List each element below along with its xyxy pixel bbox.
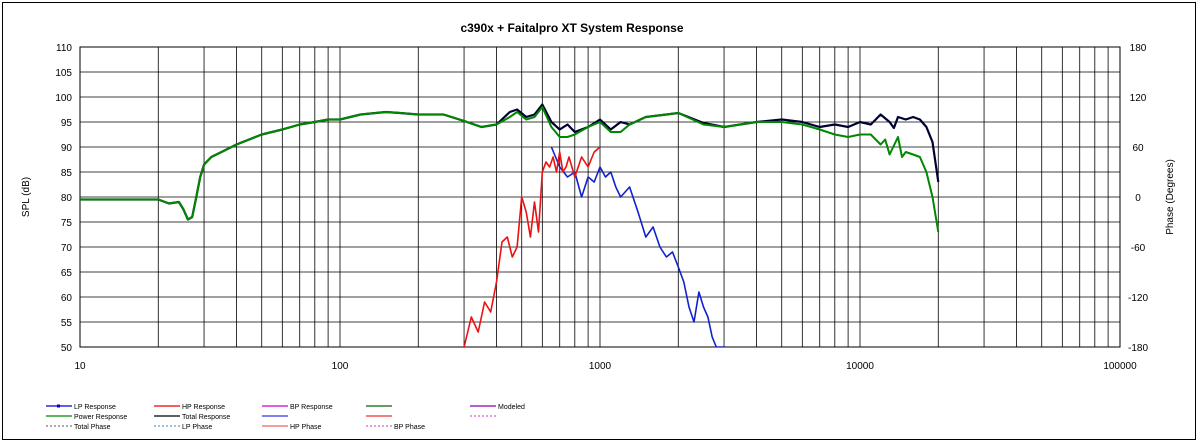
legend-label: Total Response <box>182 414 230 421</box>
y2-axis-label: Phase (Degrees) <box>1165 159 1176 235</box>
legend-label: LP Phase <box>182 424 212 431</box>
y2-tick-label: -60 <box>1131 243 1146 254</box>
legend-label: LP Response <box>74 404 116 411</box>
y2-tick-label: 120 <box>1130 93 1147 104</box>
y-tick-label: 90 <box>61 143 73 154</box>
legend-label: BP Response <box>290 404 333 411</box>
legend-label: HP Response <box>182 404 225 411</box>
legend-label: HP Phase <box>290 424 321 431</box>
y-tick-label: 70 <box>61 243 73 254</box>
x-tick-label: 10000 <box>846 361 874 372</box>
y-tick-label: 50 <box>61 343 73 354</box>
y2-tick-label: 180 <box>1130 43 1147 54</box>
y-tick-label: 100 <box>55 93 72 104</box>
x-tick-label: 100000 <box>1103 361 1137 372</box>
series-lines <box>80 105 938 348</box>
grid <box>80 47 1120 347</box>
legend-label: Total Phase <box>74 424 111 431</box>
y-tick-label: 75 <box>61 218 73 229</box>
y-tick-label: 105 <box>55 68 72 79</box>
chart-title: c390x + Faitalpro XT System Response <box>460 21 683 35</box>
x-tick-label: 100 <box>332 361 349 372</box>
y-tick-label: 85 <box>61 168 73 179</box>
y2-tick-label: 0 <box>1135 193 1141 204</box>
y2-tick-label: -180 <box>1128 343 1148 354</box>
y2-tick-label: -120 <box>1128 293 1148 304</box>
legend-label: Modeled <box>498 404 525 411</box>
y-tick-label: 60 <box>61 293 73 304</box>
y2-tick-label: 60 <box>1132 143 1144 154</box>
y-tick-label: 80 <box>61 193 73 204</box>
legend-marker <box>57 405 60 408</box>
series-power-response <box>80 107 938 232</box>
tick-labels: 50556065707580859095100105110-180-120-60… <box>55 43 1148 372</box>
y-tick-label: 55 <box>61 318 73 329</box>
x-tick-label: 10 <box>74 361 86 372</box>
x-tick-label: 1000 <box>589 361 612 372</box>
legend: LP Response HP Response BP Response Modeled… <box>46 404 525 431</box>
legend-label: BP Phase <box>394 424 425 431</box>
y-tick-label: 65 <box>61 268 73 279</box>
legend-label: Power Response <box>74 414 127 421</box>
y-tick-label: 110 <box>56 43 72 54</box>
y-axis-label: SPL (dB) <box>21 177 32 217</box>
y-tick-label: 95 <box>61 118 73 129</box>
